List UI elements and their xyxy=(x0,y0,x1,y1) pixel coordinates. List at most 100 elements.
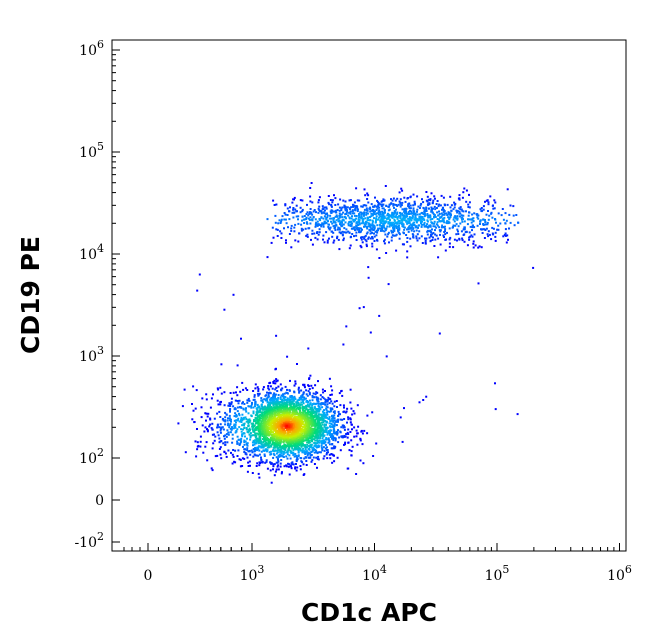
event-dot xyxy=(421,198,423,201)
event-dot xyxy=(361,220,364,223)
event-dot xyxy=(304,456,307,459)
event-dot xyxy=(324,419,326,422)
event-dot xyxy=(374,221,377,224)
event-dot xyxy=(367,266,370,269)
event-dot xyxy=(468,193,470,196)
event-dot xyxy=(361,241,364,244)
event-dot xyxy=(432,199,435,202)
event-dot xyxy=(273,379,276,382)
event-dot xyxy=(277,449,280,451)
event-dot xyxy=(239,390,242,393)
event-dot xyxy=(310,419,313,422)
event-dot xyxy=(256,432,259,435)
event-dot xyxy=(313,411,316,414)
event-dot xyxy=(267,445,270,448)
event-dot xyxy=(462,191,465,194)
event-dot xyxy=(291,201,294,204)
event-dot xyxy=(302,218,305,221)
event-dot xyxy=(425,208,428,211)
event-dot xyxy=(491,204,494,207)
event-dot xyxy=(351,413,354,416)
event-dot xyxy=(261,415,263,417)
event-dot xyxy=(401,201,404,204)
event-dot xyxy=(299,436,302,439)
event-dot xyxy=(283,212,286,214)
event-dot xyxy=(364,217,367,220)
event-dot xyxy=(298,411,301,414)
event-dot xyxy=(405,207,408,210)
event-dot xyxy=(340,435,343,438)
event-dot xyxy=(206,459,209,462)
event-dot xyxy=(310,438,313,441)
event-dot xyxy=(378,213,380,216)
event-dot xyxy=(250,403,253,406)
event-dot xyxy=(309,187,312,189)
event-dot xyxy=(254,387,257,390)
event-dot xyxy=(230,427,233,430)
event-dot xyxy=(412,207,415,210)
event-dot xyxy=(309,437,312,439)
event-dot xyxy=(276,461,279,464)
event-dot xyxy=(448,213,451,216)
event-dot xyxy=(269,433,272,436)
event-dot xyxy=(315,415,318,418)
event-dot xyxy=(453,203,456,206)
event-dot xyxy=(492,227,495,230)
event-dot xyxy=(444,233,447,236)
event-dot xyxy=(308,437,311,439)
event-dot xyxy=(252,439,255,442)
event-dot xyxy=(406,240,409,243)
event-dot xyxy=(326,457,329,460)
event-dot xyxy=(361,205,364,208)
event-dot xyxy=(258,461,261,464)
event-dot xyxy=(390,229,393,232)
event-dot xyxy=(395,221,398,224)
event-dot xyxy=(291,461,294,464)
event-dot xyxy=(307,384,310,387)
event-dot xyxy=(298,232,301,235)
event-dot xyxy=(214,435,217,438)
event-dot xyxy=(270,444,272,447)
event-dot xyxy=(331,461,334,464)
event-dot xyxy=(373,235,376,238)
event-dot xyxy=(260,456,262,459)
event-dot xyxy=(480,207,483,209)
event-dot xyxy=(262,438,264,441)
event-dot xyxy=(360,227,362,230)
event-dot xyxy=(332,415,335,418)
event-dot xyxy=(301,439,304,442)
event-dot xyxy=(292,432,294,435)
event-dot xyxy=(273,397,276,400)
event-dot xyxy=(322,415,325,418)
event-dot xyxy=(366,209,369,212)
event-dot xyxy=(275,378,278,381)
event-dot xyxy=(430,210,433,213)
event-dot xyxy=(346,421,348,424)
event-dot xyxy=(284,218,287,221)
event-dot xyxy=(385,227,388,230)
event-dot xyxy=(223,391,226,394)
event-dot xyxy=(327,223,330,226)
event-dot xyxy=(480,228,482,231)
event-dot xyxy=(349,199,352,202)
event-dot xyxy=(501,208,504,210)
event-dot xyxy=(352,205,354,208)
event-dot xyxy=(347,214,350,217)
event-dot xyxy=(416,195,419,198)
event-dot xyxy=(234,449,237,452)
event-dot xyxy=(280,448,283,450)
event-dot xyxy=(230,402,233,405)
event-dot xyxy=(181,405,184,408)
event-dot xyxy=(362,204,365,207)
event-dot xyxy=(232,449,235,451)
event-dot xyxy=(350,206,353,209)
event-dot xyxy=(427,198,430,201)
event-dot xyxy=(271,409,273,412)
event-dot xyxy=(431,228,433,231)
event-dot xyxy=(322,225,325,228)
event-dot xyxy=(327,396,330,399)
event-dot xyxy=(269,392,272,395)
event-dot xyxy=(309,195,312,198)
event-dot xyxy=(243,451,246,453)
event-dot xyxy=(274,413,277,416)
